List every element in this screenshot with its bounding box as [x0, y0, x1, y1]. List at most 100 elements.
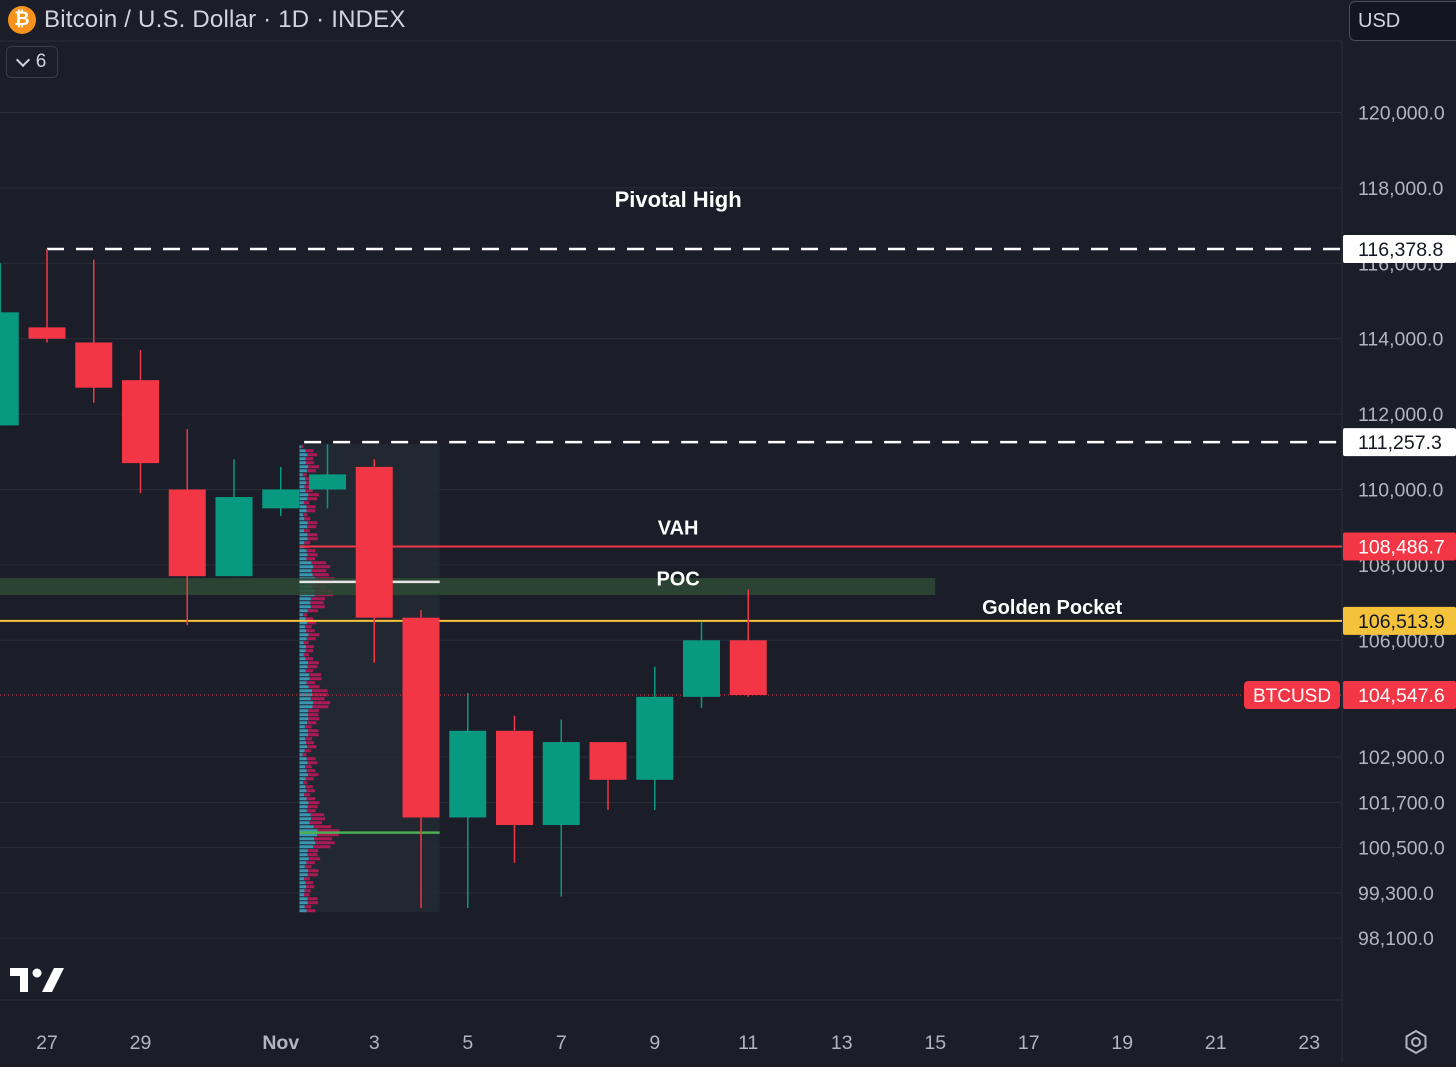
settings-gear-icon[interactable]	[1403, 1029, 1429, 1055]
volume-bar	[299, 869, 309, 873]
axis-price-label-2: 108,486.7	[1358, 537, 1445, 559]
volume-bar	[299, 541, 305, 545]
time-tick-label: 27	[36, 1032, 58, 1054]
volume-bar	[309, 673, 322, 677]
volume-bar	[299, 709, 309, 713]
volume-bar	[303, 653, 309, 657]
time-axis[interactable]: 27 29 Nov 3 5 7 9 11 13 15 17 19 21 23	[36, 1032, 1320, 1054]
candle-body[interactable]	[168, 489, 206, 577]
volume-bar	[312, 705, 329, 709]
candle-body[interactable]	[496, 730, 533, 826]
volume-bar	[307, 665, 318, 669]
candle-body[interactable]	[309, 474, 346, 490]
volume-bar	[299, 717, 309, 721]
candle-body[interactable]	[589, 742, 627, 780]
candle-body[interactable]	[122, 380, 159, 464]
volume-bar	[307, 761, 318, 765]
volume-bar	[299, 477, 306, 481]
volume-bar	[303, 501, 310, 505]
candle-body[interactable]	[542, 742, 580, 826]
volume-bar	[299, 737, 306, 741]
volume-bar	[299, 773, 309, 777]
volume-bar	[307, 525, 317, 529]
symbol-badge-label: BTCUSD	[1253, 686, 1331, 707]
tradingview-logo[interactable]	[10, 968, 64, 992]
volume-bar	[306, 797, 316, 801]
volume-bar	[299, 841, 316, 845]
volume-bar	[299, 721, 308, 725]
candle-body[interactable]	[75, 342, 113, 388]
price-tick-label: 98,100.0	[1358, 928, 1434, 950]
volume-bar	[305, 777, 314, 781]
volume-bar	[308, 801, 320, 805]
bitcoin-icon: ₿	[8, 6, 36, 34]
time-tick-label: 7	[556, 1032, 567, 1054]
indicators-toggle-button[interactable]: 6	[6, 46, 58, 78]
volume-bar	[305, 669, 314, 673]
volume-bar	[308, 717, 320, 721]
volume-bar	[302, 473, 307, 477]
volume-bar	[305, 649, 313, 653]
price-tick-label: 114,000.0	[1358, 329, 1443, 351]
candle-body[interactable]	[0, 312, 19, 426]
currency-selector[interactable]: USD	[1349, 1, 1456, 41]
volume-bar	[306, 681, 316, 685]
time-tick-label: 11	[738, 1032, 758, 1054]
volume-bar	[299, 493, 309, 497]
volume-bar	[299, 849, 308, 853]
volume-bar	[299, 621, 307, 625]
volume-bar	[299, 765, 306, 769]
volume-bar	[307, 537, 318, 541]
candle-body[interactable]	[215, 497, 253, 577]
volume-bar	[307, 901, 319, 905]
volume-bar	[299, 653, 304, 657]
candle-body[interactable]	[449, 730, 487, 818]
candle-body[interactable]	[683, 640, 720, 697]
volume-bar	[313, 565, 331, 569]
volume-bar	[308, 709, 320, 713]
volume-bar	[299, 637, 307, 641]
candle-body[interactable]	[28, 327, 66, 339]
volume-bar	[311, 817, 326, 821]
axis-price-label-3: 106,513.9	[1358, 611, 1445, 633]
candle-body[interactable]	[636, 696, 674, 780]
time-tick-label: 29	[130, 1032, 152, 1054]
symbol-title[interactable]: Bitcoin / U.S. Dollar · 1D · INDEX	[44, 6, 406, 33]
price-axis[interactable]: 120,000.0118,000.0116,000.0114,000.0112,…	[1358, 103, 1445, 951]
volume-bar	[304, 865, 312, 869]
candle-body[interactable]	[402, 617, 440, 818]
volume-bar	[299, 829, 318, 833]
volume-bar	[305, 765, 312, 769]
logo-shape	[32, 968, 42, 978]
volume-bar	[306, 509, 316, 513]
volume-bar	[299, 801, 309, 805]
symbol-price-badge[interactable]	[1244, 681, 1340, 710]
symbol-header[interactable]: ₿ Bitcoin / U.S. Dollar · 1D · INDEX	[8, 5, 406, 35]
volume-bar	[307, 497, 318, 501]
candle-body[interactable]	[729, 640, 767, 696]
volume-bar	[299, 469, 307, 473]
volume-bar	[299, 533, 308, 537]
candle-body[interactable]	[262, 489, 300, 509]
volume-bar	[299, 473, 303, 477]
volume-bar	[299, 465, 309, 469]
time-tick-label: 21	[1205, 1032, 1227, 1054]
time-tick-label: Nov	[262, 1032, 299, 1054]
volume-bar	[313, 825, 332, 829]
volume-bar	[299, 757, 307, 761]
volume-bar	[299, 881, 306, 885]
volume-bar	[299, 889, 305, 893]
volume-bar	[299, 861, 307, 865]
volume-bar	[304, 877, 310, 881]
volume-bar	[299, 741, 306, 745]
candle-body[interactable]	[355, 466, 393, 618]
volume-bar	[310, 601, 324, 605]
price-tick-label: 99,300.0	[1358, 883, 1434, 905]
volume-bar	[306, 549, 316, 553]
volume-bar	[299, 617, 306, 621]
volume-bar	[307, 805, 318, 809]
volume-bar	[307, 609, 318, 613]
volume-bar	[310, 605, 325, 609]
